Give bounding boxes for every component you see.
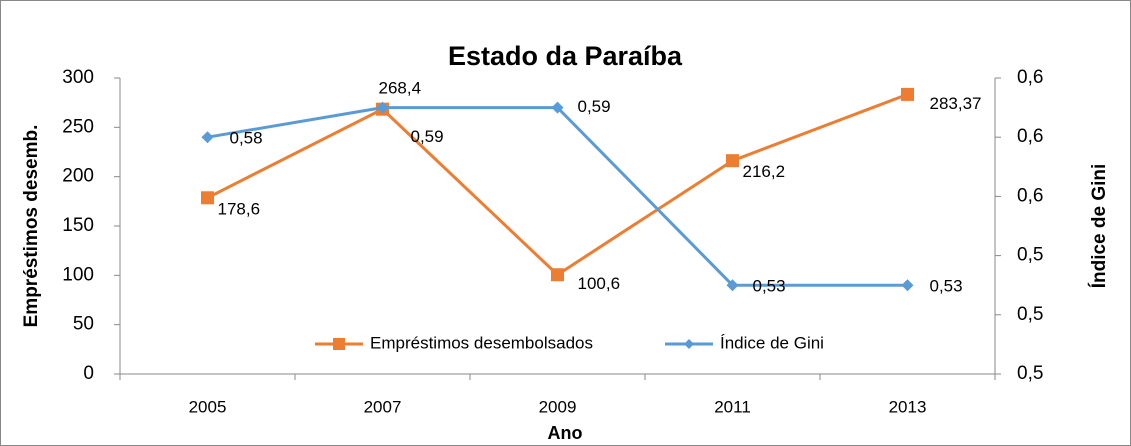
x-tick-label: 2007 xyxy=(364,397,402,416)
y2-tick-label: 0,6 xyxy=(1017,126,1043,147)
y-tick-label: 200 xyxy=(62,166,94,187)
point xyxy=(551,268,564,282)
y2-tick-label: 0,6 xyxy=(1017,185,1043,206)
legend-marker xyxy=(333,338,345,350)
data-label: 0,53 xyxy=(930,277,963,296)
point xyxy=(901,279,914,292)
point xyxy=(201,191,214,205)
y2-tick-label: 0,6 xyxy=(1017,67,1043,88)
data-label: 268,4 xyxy=(379,79,422,98)
data-label: 100,6 xyxy=(578,274,621,293)
y-axis-label: Empréstimos desemb. xyxy=(21,125,42,328)
y-tick-label: 0 xyxy=(83,363,94,384)
point xyxy=(901,87,914,101)
data-label: 178,6 xyxy=(218,199,261,218)
y2-tick-label: 0,5 xyxy=(1017,304,1043,325)
point xyxy=(726,279,739,292)
point xyxy=(376,101,389,114)
y-tick-label: 50 xyxy=(73,314,94,335)
x-tick-label: 2005 xyxy=(189,397,227,416)
x-tick-label: 2013 xyxy=(889,397,927,416)
legend-marker xyxy=(684,339,694,349)
y-tick-label: 300 xyxy=(62,67,94,88)
data-label: 0,58 xyxy=(230,129,263,148)
y-tick-label: 150 xyxy=(62,215,94,236)
x-tick-label: 2011 xyxy=(714,397,751,416)
y-tick-label: 250 xyxy=(62,116,94,137)
data-label: 283,37 xyxy=(930,94,982,113)
y2-tick-label: 0,5 xyxy=(1017,363,1043,384)
point xyxy=(201,131,214,144)
y2-tick-label: 0,5 xyxy=(1017,245,1043,266)
point xyxy=(551,101,564,114)
y-tick-label: 100 xyxy=(62,264,94,285)
data-label: 0,59 xyxy=(411,127,444,146)
x-axis-label: Ano xyxy=(548,423,583,443)
data-label: 0,53 xyxy=(753,277,786,296)
point xyxy=(726,154,739,168)
y2-axis-label: Índice de Gini xyxy=(1088,164,1110,289)
legend-label: Empréstimos desembolsados xyxy=(370,333,593,352)
data-label: 0,59 xyxy=(578,97,611,116)
legend-label: Índice de Gini xyxy=(720,333,824,352)
chart-title: Estado da Paraíba xyxy=(448,41,683,71)
data-label: 216,2 xyxy=(743,162,786,181)
x-tick-label: 2009 xyxy=(539,397,577,416)
